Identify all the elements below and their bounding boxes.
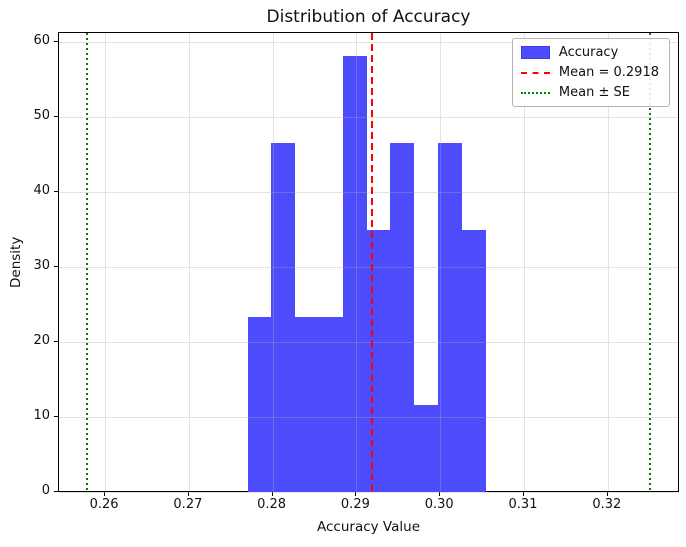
histogram-bar: [414, 405, 438, 492]
y-tick-mark: [54, 191, 58, 192]
histogram-bar: [271, 143, 296, 493]
legend: Accuracy Mean = 0.2918 Mean ± SE: [511, 38, 670, 107]
x-tick-label: 0.28: [257, 497, 287, 512]
x-tick-mark: [271, 492, 273, 496]
y-tick-mark: [54, 416, 58, 417]
y-tick-mark: [54, 266, 58, 267]
y-gridline: [59, 492, 678, 493]
x-tick-mark: [523, 492, 524, 496]
y-tick-mark: [54, 341, 58, 342]
y-gridline: [59, 267, 678, 268]
histogram-bar: [295, 317, 319, 493]
mean-line: [370, 33, 373, 491]
y-tick-label: 60: [33, 32, 50, 48]
y-tick-label: 0: [41, 482, 50, 498]
x-gridline: [356, 33, 358, 491]
x-gridline: [105, 33, 107, 491]
y-gridline: [59, 117, 678, 118]
x-tick-label: 0.31: [508, 497, 538, 512]
x-tick-label: 0.29: [340, 497, 370, 512]
y-tick-mark: [54, 41, 58, 42]
x-gridline: [524, 33, 525, 491]
legend-swatch-accuracy: [520, 46, 550, 59]
legend-item-se: Mean ± SE: [520, 85, 659, 100]
histogram-bar: [318, 317, 343, 493]
y-gridline: [59, 342, 678, 343]
histogram-bar: [389, 143, 415, 493]
x-gridline: [607, 33, 609, 491]
x-tick-mark: [187, 492, 189, 496]
se-line: [648, 33, 651, 491]
se-line: [85, 33, 88, 491]
y-tick-label: 50: [33, 107, 50, 123]
x-tick-label: 0.26: [89, 497, 119, 512]
y-axis-label: Density: [8, 236, 24, 288]
histogram-bar: [437, 143, 462, 493]
legend-label-accuracy: Accuracy: [558, 45, 619, 60]
x-tick-label: 0.27: [173, 497, 203, 512]
legend-item-mean: Mean = 0.2918: [520, 65, 659, 80]
y-tick-mark: [54, 491, 58, 492]
x-gridline: [188, 33, 190, 491]
y-tick-label: 20: [33, 332, 50, 348]
x-tick-label: 0.30: [424, 497, 454, 512]
histogram-bar: [343, 56, 367, 493]
x-tick-mark: [104, 492, 106, 496]
y-gridline: [59, 417, 678, 418]
y-tick-mark: [54, 116, 58, 117]
y-gridline: [59, 192, 678, 193]
y-gridline: [59, 42, 678, 43]
x-axis-label: Accuracy Value: [317, 519, 420, 535]
histogram-bar: [462, 230, 486, 493]
y-tick-label: 10: [33, 407, 50, 423]
plot-area: Accuracy Mean = 0.2918 Mean ± SE: [58, 32, 679, 493]
histogram-bar: [247, 317, 271, 493]
x-gridline: [440, 33, 442, 491]
y-tick-label: 40: [33, 182, 50, 198]
x-tick-label: 0.32: [592, 497, 622, 512]
legend-swatch-mean-dashed-line: [520, 71, 550, 74]
legend-label-mean: Mean = 0.2918: [558, 65, 659, 80]
y-tick-label: 30: [33, 257, 50, 273]
x-tick-mark: [606, 492, 608, 496]
legend-label-se: Mean ± SE: [558, 85, 630, 100]
chart-title: Distribution of Accuracy: [266, 7, 471, 27]
legend-swatch-se-dotted-line: [520, 91, 550, 94]
x-gridline: [272, 33, 274, 491]
legend-item-accuracy: Accuracy: [520, 45, 659, 60]
x-tick-mark: [439, 492, 441, 496]
x-tick-mark: [355, 492, 357, 496]
